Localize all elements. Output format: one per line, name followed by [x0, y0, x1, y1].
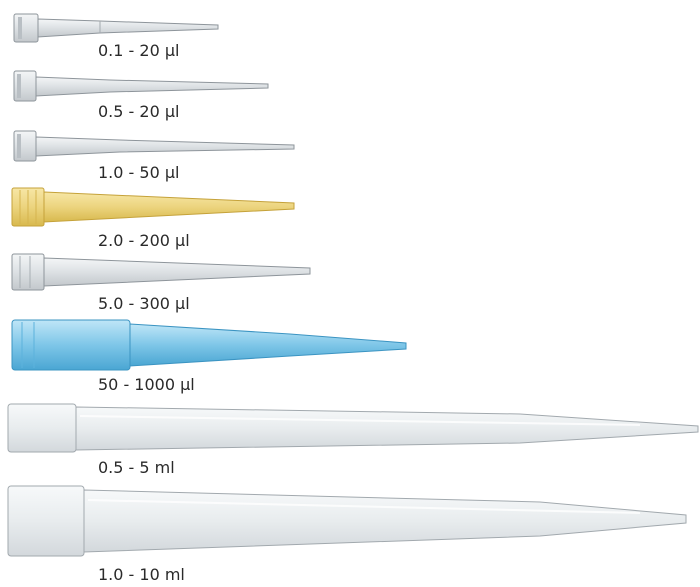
pipette-tip-2: 0.5 - 20 µl — [13, 70, 269, 121]
tip-collar — [7, 485, 85, 557]
tip-label-5: 5.0 - 300 µl — [98, 294, 190, 313]
tip-body — [35, 136, 295, 157]
tip-collar — [11, 319, 131, 371]
tip-collar-shade — [17, 134, 21, 158]
tip-label-2: 0.5 - 20 µl — [98, 102, 179, 121]
tip-body — [129, 323, 407, 367]
tip-collar — [7, 403, 77, 453]
tip-body — [43, 257, 311, 287]
tip-body — [83, 489, 687, 553]
tip-body — [75, 406, 699, 451]
pipette-tip-4: 2.0 - 200 µl — [11, 187, 295, 250]
tip-collar-shade — [18, 17, 22, 39]
tip-highlight — [87, 499, 641, 514]
tip-highlight — [79, 415, 641, 426]
pipette-tip-3: 1.0 - 50 µl — [13, 130, 295, 182]
tip-label-1: 0.1 - 20 µl — [98, 41, 179, 60]
tip-label-6: 50 - 1000 µl — [98, 375, 195, 394]
pipette-tip-7: 0.5 - 5 ml — [7, 403, 699, 477]
tip-collar — [13, 13, 39, 43]
tip-label-3: 1.0 - 50 µl — [98, 163, 179, 182]
tip-label-4: 2.0 - 200 µl — [98, 231, 190, 250]
tip-collar-shade — [17, 74, 21, 98]
pipette-tip-1: 0.1 - 20 µl — [13, 13, 219, 60]
tip-label-7: 0.5 - 5 ml — [98, 458, 175, 477]
tip-body — [37, 18, 219, 38]
pipette-tip-6: 50 - 1000 µl — [11, 319, 407, 394]
tip-body — [43, 191, 295, 223]
tip-label-8: 1.0 - 10 ml — [98, 565, 185, 584]
tip-collar — [11, 253, 45, 291]
pipette-tip-8: 1.0 - 10 ml — [7, 485, 687, 584]
tip-body — [35, 76, 269, 97]
pipette-tip-5: 5.0 - 300 µl — [11, 253, 311, 313]
